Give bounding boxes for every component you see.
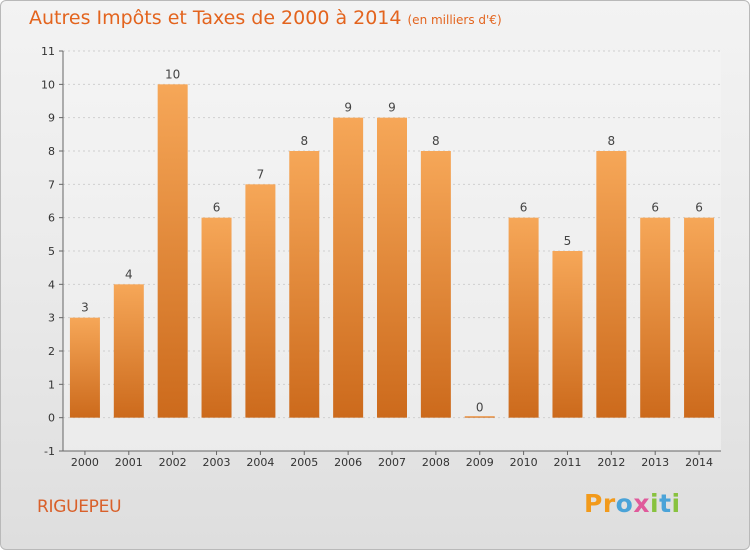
x-tick-label: 2000 (71, 456, 99, 469)
bar (640, 217, 671, 418)
bar-value-label: 8 (608, 134, 616, 148)
bar-value-label: 5 (564, 234, 572, 248)
bar (157, 84, 188, 418)
bar-value-label: 6 (695, 201, 703, 215)
y-tick-label: 4 (48, 278, 55, 291)
logo-letter: i (650, 489, 660, 518)
bar-value-label: 8 (432, 134, 440, 148)
y-tick-label: 6 (48, 212, 55, 225)
x-tick-label: 2009 (466, 456, 494, 469)
x-tick-label: 2002 (159, 456, 187, 469)
y-tick-label: 3 (48, 312, 55, 325)
x-tick-label: 2012 (597, 456, 625, 469)
bar-value-label: 7 (257, 167, 265, 181)
bar-value-label: 6 (651, 201, 659, 215)
x-tick-label: 2011 (553, 456, 581, 469)
logo-letter: i (671, 489, 681, 518)
logo-letter: P (584, 489, 603, 518)
y-tick-label: 7 (48, 178, 55, 191)
x-tick-label: 2008 (422, 456, 450, 469)
bar-value-label: 9 (388, 101, 396, 115)
bar-value-label: 6 (520, 201, 528, 215)
bar (333, 117, 364, 418)
x-tick-label: 2007 (378, 456, 406, 469)
x-tick-label: 2003 (203, 456, 231, 469)
bar (245, 184, 276, 418)
y-tick-label: 11 (41, 45, 55, 58)
y-tick-label: 9 (48, 112, 55, 125)
unit-note: (en milliers d'€) (407, 13, 502, 27)
bar (508, 217, 539, 418)
bar-value-label: 9 (344, 101, 352, 115)
bar (113, 284, 144, 418)
x-tick-label: 2004 (246, 456, 274, 469)
bar-value-label: 3 (81, 301, 89, 315)
logo-letter: r (602, 489, 616, 518)
bar (69, 317, 100, 418)
proxiti-logo: Proxiti (584, 489, 681, 518)
bar (464, 416, 495, 418)
logo-letter: t (659, 489, 672, 518)
bar-value-label: 8 (300, 134, 308, 148)
bar-value-label: 6 (213, 201, 221, 215)
y-tick-label: 8 (48, 145, 55, 158)
bar-value-label: 0 (476, 401, 484, 415)
y-tick-label: 5 (48, 245, 55, 258)
x-tick-label: 2005 (290, 456, 318, 469)
y-tick-label: 0 (48, 412, 55, 425)
x-tick-label: 2014 (685, 456, 713, 469)
commune-name: RIGUEPEU (37, 497, 122, 517)
x-tick-label: 2001 (115, 456, 143, 469)
bar-value-label: 10 (165, 67, 180, 81)
y-tick-label: 10 (41, 78, 55, 91)
chart-title: Autres Impôts et Taxes de 2000 à 2014 (en… (29, 7, 502, 29)
x-tick-label: 2010 (510, 456, 538, 469)
y-tick-label: 2 (48, 345, 55, 358)
bar-value-label: 4 (125, 267, 133, 281)
y-tick-label: -1 (44, 445, 55, 458)
bar (596, 151, 627, 418)
bar (289, 151, 320, 418)
bar (420, 151, 451, 418)
logo-letter: x (633, 489, 650, 518)
x-tick-label: 2006 (334, 456, 362, 469)
x-tick-label: 2013 (641, 456, 669, 469)
bar (377, 117, 407, 418)
bar (684, 217, 715, 418)
y-tick-label: 1 (48, 378, 55, 391)
bar (552, 251, 583, 418)
bar (201, 217, 232, 418)
chart-title-text: Autres Impôts et Taxes de 2000 à 2014 (29, 7, 402, 29)
logo-letter: o (615, 489, 634, 518)
